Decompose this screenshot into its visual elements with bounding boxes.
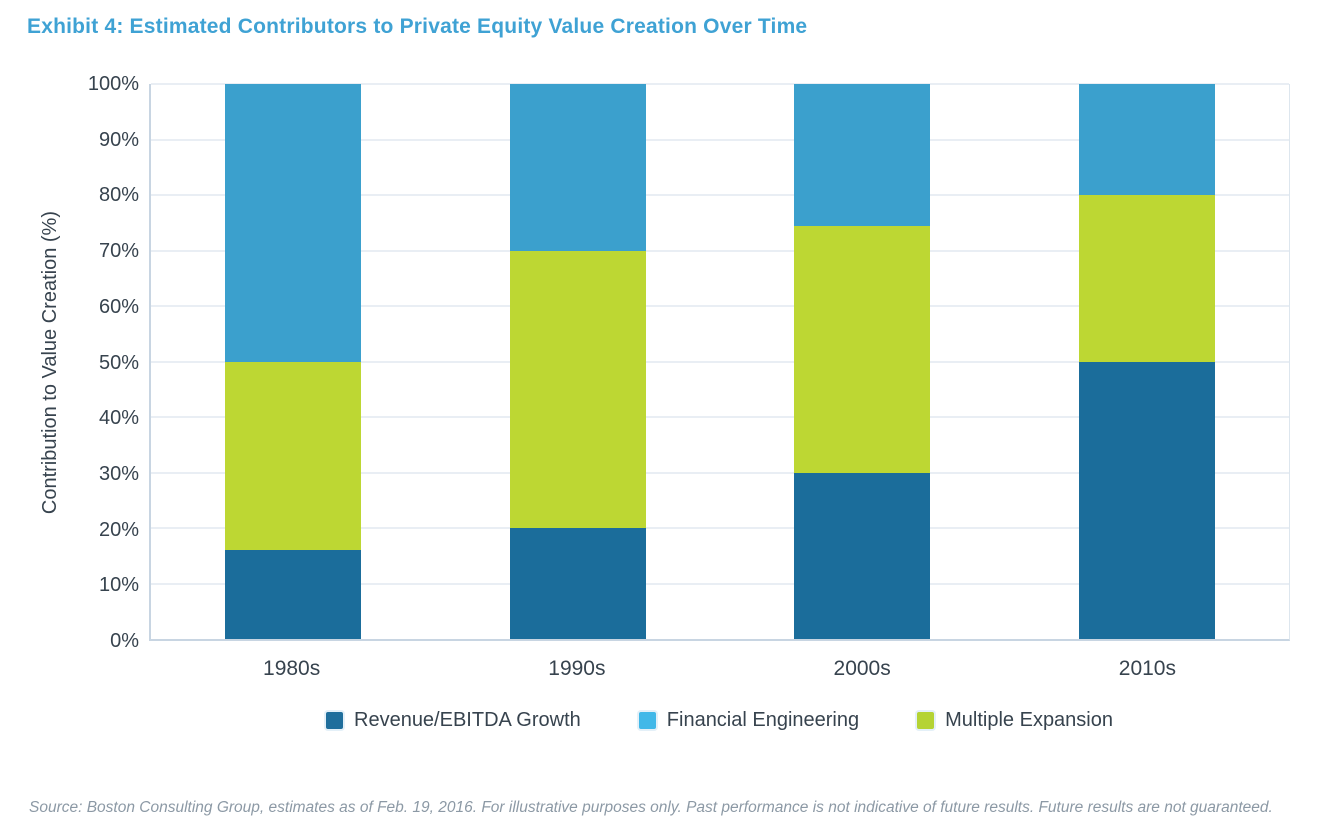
y-tick-30: 30% xyxy=(98,462,139,485)
bar-1980s xyxy=(225,84,362,639)
bar-segment-1980s-multiple-expansion xyxy=(225,361,362,551)
bar-segment-2010s-revenue-ebitda-growth xyxy=(1078,361,1215,639)
y-tick-20: 20% xyxy=(98,518,139,541)
legend: Revenue/EBITDA Growth Financial Engineeri… xyxy=(149,709,1290,732)
y-tick-80: 80% xyxy=(98,184,139,207)
plot-area xyxy=(149,83,1290,641)
gridline-80 xyxy=(151,194,1289,196)
bar-segment-2000s-revenue-ebitda-growth xyxy=(794,472,931,639)
bar-slot-1980s xyxy=(151,84,436,639)
y-axis-title: Contribution to Value Creation (%) xyxy=(38,210,61,515)
legend-swatch-multiple-expansion xyxy=(917,712,935,729)
bar-segment-1990s-revenue-ebitda-growth xyxy=(509,528,646,639)
legend-swatch-revenue-ebitda-growth xyxy=(326,712,343,729)
bar-1990s xyxy=(509,84,646,639)
x-label-2000s: 2000s xyxy=(833,657,891,680)
y-tick-90: 90% xyxy=(98,128,139,151)
bar-slot-2010s xyxy=(1005,84,1290,639)
gridline-10 xyxy=(151,582,1289,585)
bar-2000s xyxy=(794,84,931,639)
y-tick-60: 60% xyxy=(98,295,139,318)
y-tick-40: 40% xyxy=(98,407,139,430)
bar-segment-2000s-financial-engineering xyxy=(794,84,931,226)
x-label-1990s: 1990s xyxy=(548,657,606,680)
legend-item-multiple-expansion: Multiple Expansion xyxy=(917,709,1113,732)
bars-row xyxy=(151,84,1289,639)
gridline-100 xyxy=(151,83,1289,85)
y-tick-100: 100% xyxy=(87,73,139,95)
y-axis-tick-labels: 0% 10% 20% 30% 40% 50% 60% 70% 80% 90% 100% xyxy=(73,74,149,651)
legend-item-revenue-ebitda-growth: Revenue/EBITDA Growth xyxy=(326,709,581,732)
x-label-2010s: 2010s xyxy=(1118,657,1176,680)
bar-segment-1980s-revenue-ebitda-growth xyxy=(225,550,362,639)
x-axis-labels: 1980s 1990s 2000s 2010s xyxy=(149,641,1290,681)
gridline-30 xyxy=(151,471,1289,474)
x-label-1980s: 1980s xyxy=(263,657,321,680)
bar-segment-1990s-multiple-expansion xyxy=(509,250,646,528)
source-note: Source: Boston Consulting Group, estimat… xyxy=(29,799,1273,816)
legend-item-financial-engineering: Financial Engineering xyxy=(638,709,860,732)
gridline-40 xyxy=(151,416,1289,418)
chart-title: Exhibit 4: Estimated Contributors to Pri… xyxy=(27,15,808,38)
bar-segment-2010s-multiple-expansion xyxy=(1078,195,1215,362)
legend-swatch-financial-engineering xyxy=(638,712,656,729)
y-tick-10: 10% xyxy=(98,574,139,597)
bar-slot-2000s xyxy=(720,84,1005,639)
y-tick-70: 70% xyxy=(98,240,139,263)
bar-segment-1980s-financial-engineering xyxy=(225,84,362,362)
legend-label-financial-engineering: Financial Engineering xyxy=(666,709,860,731)
y-tick-0: 0% xyxy=(110,630,139,652)
gridline-20 xyxy=(151,527,1289,529)
gridline-70 xyxy=(151,249,1289,252)
bar-slot-1990s xyxy=(436,84,721,639)
bar-segment-1990s-financial-engineering xyxy=(509,84,646,251)
bar-segment-2000s-multiple-expansion xyxy=(794,225,931,473)
gridline-60 xyxy=(151,305,1289,307)
gridline-50 xyxy=(151,360,1289,363)
gridline-90 xyxy=(151,138,1289,141)
legend-label-multiple-expansion: Multiple Expansion xyxy=(945,709,1113,731)
chart: Contribution to Value Creation (%) 0% 10%… xyxy=(27,74,1290,651)
bar-segment-2010s-financial-engineering xyxy=(1078,84,1215,195)
legend-label-revenue-ebitda-growth: Revenue/EBITDA Growth xyxy=(354,709,581,731)
y-tick-50: 50% xyxy=(98,351,139,374)
bar-2010s xyxy=(1078,84,1215,639)
